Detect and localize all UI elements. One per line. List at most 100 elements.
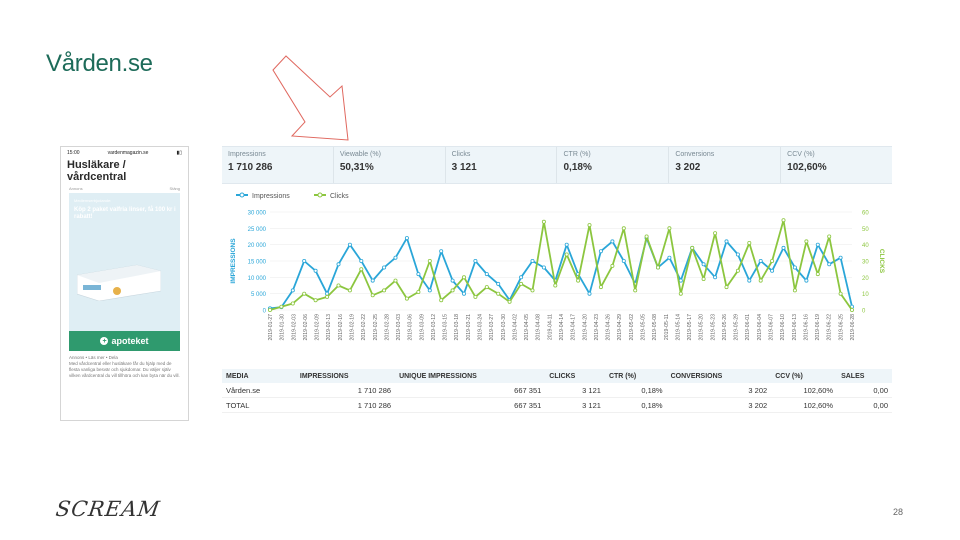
data-point	[439, 249, 444, 254]
data-point	[302, 259, 307, 264]
ad-kicker: Medlemserbjudande:	[74, 198, 112, 203]
impressions-clicks-chart: Impressions Clicks 0 5 000 10 000 15 000 20 00…	[230, 192, 885, 341]
data-point	[644, 234, 649, 239]
data-point	[553, 283, 558, 288]
ad-text: Medlemserbjudande: Köp 2 paket valfria l…	[74, 197, 176, 222]
x-tick-label: 2019-03-03	[396, 314, 402, 341]
x-tick-label: 2019-05-02	[629, 314, 635, 341]
metric-label: Conversions	[675, 151, 715, 158]
data-point	[461, 291, 466, 296]
y2-tick-label: 10	[862, 292, 869, 298]
data-point	[701, 262, 706, 267]
data-point	[336, 262, 341, 267]
table-row-total: TOTAL 1 710 286 667 351 3 121 0,18% 3 20…	[222, 397, 892, 413]
x-tick-label: 2019-04-05	[524, 314, 530, 341]
x-tick-label: 2019-02-25	[373, 314, 379, 341]
data-point	[313, 298, 318, 303]
phone-title-line-2: vårdcentral	[67, 171, 127, 183]
ad-label-row: Annons Stäng	[61, 183, 188, 191]
metric-conversions: Conversions 3 202	[669, 147, 782, 183]
metric-ccv: CCV (%) 102,60%	[781, 147, 892, 183]
x-tick-label: 2019-06-07	[769, 314, 775, 341]
data-point	[701, 277, 706, 282]
metric-label: Impressions	[228, 151, 266, 158]
data-point	[781, 245, 786, 250]
x-tick-label: 2019-06-22	[827, 314, 833, 341]
cell-sales: 0,00	[837, 383, 892, 398]
y2-tick-label: 60	[862, 211, 869, 217]
metric-viewable: Viewable (%) 50,31%	[334, 147, 446, 183]
data-point	[610, 239, 615, 244]
x-tick-label: 2019-05-29	[734, 314, 740, 341]
data-point	[347, 288, 352, 293]
data-point	[519, 281, 524, 286]
x-tick-label: 2019-05-14	[675, 314, 681, 341]
data-point	[724, 239, 729, 244]
brand-name: apoteket	[111, 336, 149, 346]
banner-ad[interactable]: Medlemserbjudande: Köp 2 paket valfria l…	[69, 193, 180, 351]
data-point	[621, 226, 626, 231]
data-point	[838, 255, 843, 260]
data-point	[313, 268, 318, 273]
x-tick-label: 2019-05-08	[652, 314, 658, 341]
data-point	[393, 255, 398, 260]
data-point	[404, 236, 409, 241]
cell-ccv: 102,60%	[771, 397, 838, 413]
cell-clicks: 3 121	[545, 383, 605, 398]
x-tick-label: 2019-03-09	[419, 314, 425, 341]
data-point	[290, 288, 295, 293]
y2-tick-label: 0	[862, 309, 866, 315]
x-tick-label: 2019-03-15	[443, 314, 449, 341]
y-tick-label: 5 000	[251, 292, 267, 298]
metric-value: 0,18%	[563, 162, 592, 173]
x-tick-label: 2019-06-04	[757, 314, 763, 341]
y-tick-label: 15 000	[248, 260, 267, 266]
data-point	[827, 262, 832, 267]
metric-value: 50,31%	[339, 162, 374, 173]
data-point	[667, 255, 672, 260]
data-point	[279, 304, 284, 309]
x-tick-label: 2019-03-21	[466, 314, 472, 341]
data-point	[519, 275, 524, 280]
cell-conversions: 3 202	[666, 397, 772, 413]
data-point	[530, 288, 535, 293]
x-tick-label: 2019-06-28	[850, 314, 856, 341]
data-point	[302, 291, 307, 296]
data-point	[804, 239, 809, 244]
data-point	[815, 272, 820, 277]
data-point	[621, 259, 626, 264]
phone-status-bar: 15:00 vardenmagazin.se ▮▯	[61, 147, 188, 156]
cell-sales: 0,00	[837, 397, 892, 413]
plus-icon: +	[100, 337, 109, 345]
x-tick-label: 2019-02-28	[384, 314, 390, 341]
phone-mockup: 15:00 vardenmagazin.se ▮▯ Husläkare / vå…	[60, 146, 189, 421]
data-point	[404, 296, 409, 301]
data-point	[735, 268, 740, 273]
data-point	[496, 281, 501, 286]
scream-logo: SCREAM	[54, 497, 162, 521]
data-point	[850, 308, 855, 313]
data-point	[416, 272, 421, 277]
x-tick-label: 2019-02-22	[361, 314, 367, 341]
y-axis-title: IMPRESSIONS	[230, 238, 237, 284]
metric-value: 3 202	[675, 162, 701, 173]
table-row: Vården.se 1 710 286 667 351 3 121 0,18% …	[222, 383, 892, 398]
data-point	[484, 272, 489, 277]
data-point	[290, 301, 295, 306]
x-tick-label: 2019-04-02	[512, 314, 518, 341]
ad-close-link[interactable]: Stäng	[169, 186, 180, 191]
data-point	[484, 285, 489, 290]
metric-value: 102,60%	[787, 162, 827, 173]
data-point	[439, 298, 444, 303]
metric-clicks: Clicks 3 121	[446, 147, 558, 183]
x-tick-label: 2019-06-13	[792, 314, 798, 341]
x-tick-label: 2019-02-16	[338, 314, 344, 341]
cell-media: TOTAL	[222, 397, 296, 413]
phone-time: 15:00	[67, 150, 80, 156]
data-point	[450, 278, 455, 283]
phone-title-line-1: Husläkare /	[67, 159, 126, 171]
data-point	[576, 278, 581, 283]
data-point	[473, 259, 478, 264]
data-point	[690, 245, 695, 250]
col-ctr: CTR (%)	[604, 369, 667, 383]
